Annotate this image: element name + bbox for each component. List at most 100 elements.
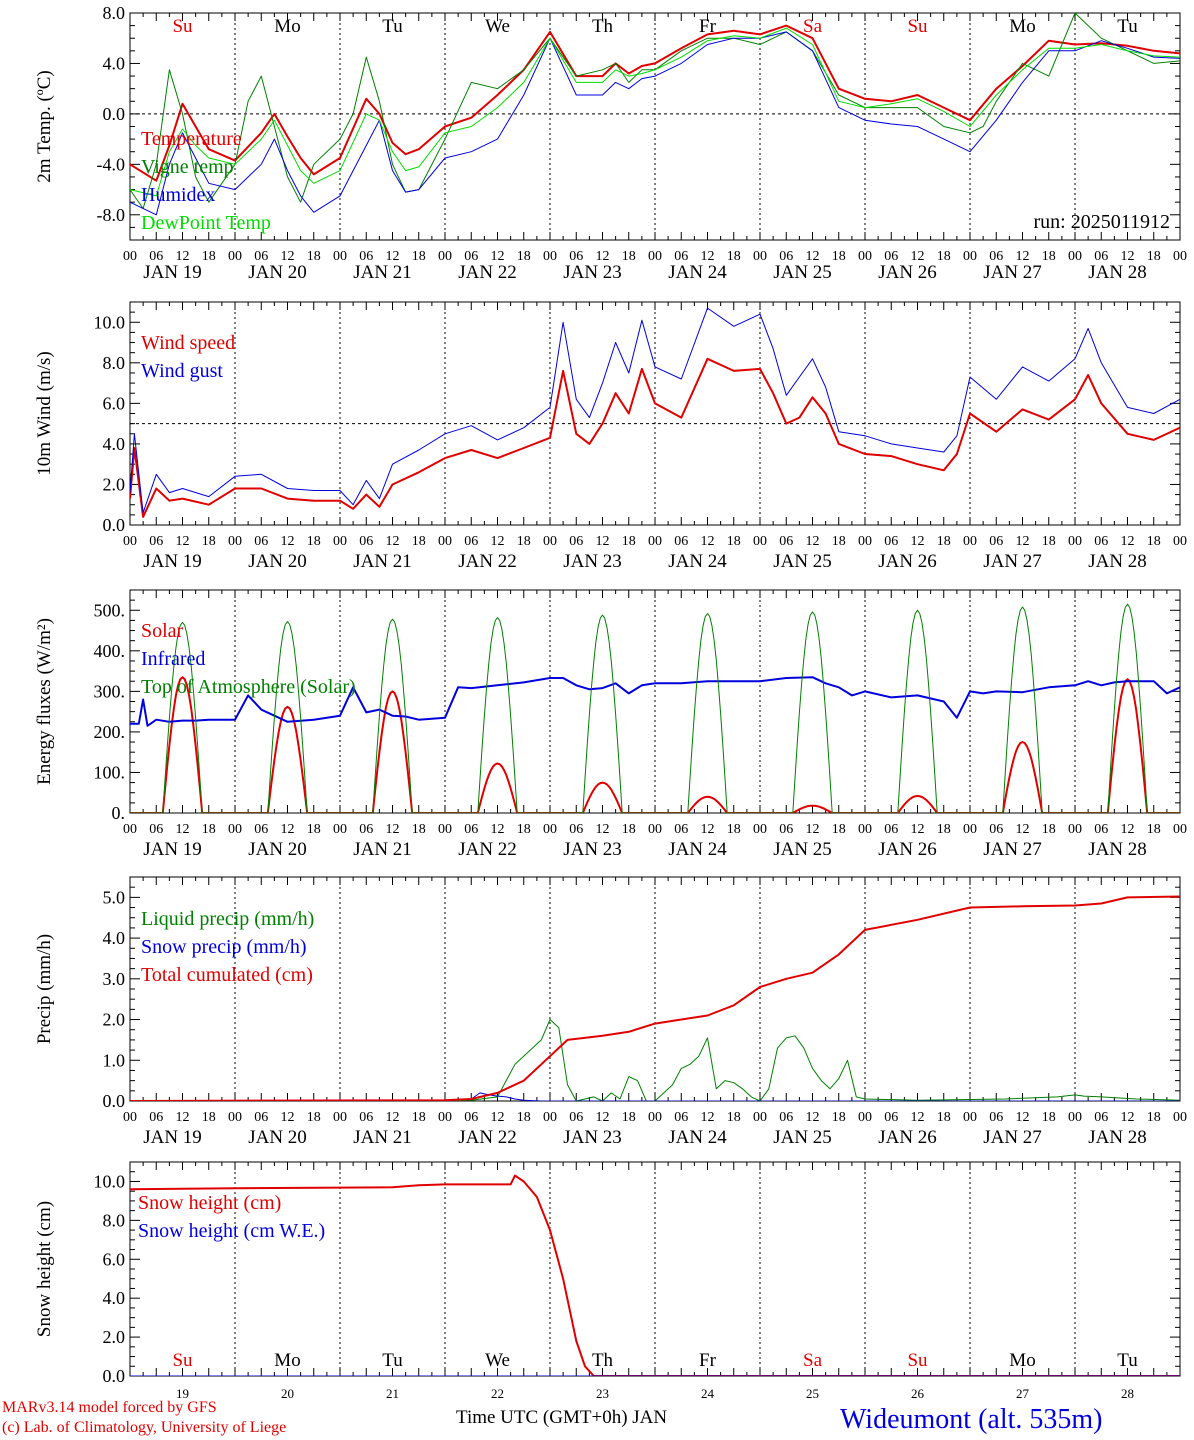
- hour-tick-label: 12: [491, 1110, 505, 1125]
- series-line-infrared: [130, 676, 1180, 727]
- hour-tick-label: 00: [963, 249, 977, 264]
- weekday-label: Sa: [803, 16, 823, 37]
- y-tick-label: 0.0: [103, 515, 126, 535]
- weekday-label: Su: [172, 16, 193, 37]
- hour-tick-label: 12: [806, 822, 820, 837]
- hour-tick-label: 06: [254, 534, 268, 549]
- hour-tick-label: 06: [779, 534, 793, 549]
- hour-tick-label: 18: [1042, 822, 1056, 837]
- series-line-snow-height-cm-: [130, 1174, 1180, 1376]
- hour-tick-label: 12: [596, 249, 610, 264]
- hour-tick-label: 00: [438, 822, 452, 837]
- hour-tick-label: 00: [123, 822, 137, 837]
- hour-tick-label: 00: [123, 534, 137, 549]
- hour-tick-label: 00: [753, 1110, 767, 1125]
- day-label: JAN 28: [1088, 1127, 1147, 1148]
- legend-entry: Wind gust: [141, 360, 223, 382]
- hour-tick-label: 18: [307, 1110, 321, 1125]
- hour-tick-label: 06: [674, 1110, 688, 1125]
- hour-tick-label: 00: [228, 1110, 242, 1125]
- hour-tick-label: 00: [858, 534, 872, 549]
- legend-entry: Infrared: [141, 648, 205, 670]
- hour-tick-label: 00: [1068, 534, 1082, 549]
- y-tick-label: 1.0: [103, 1050, 126, 1070]
- hour-tick-label: 06: [674, 822, 688, 837]
- hour-tick-label: 18: [517, 1110, 531, 1125]
- plot-frame: [129, 12, 1181, 241]
- hour-tick-label: 00: [648, 249, 662, 264]
- hour-tick-label: 12: [911, 249, 925, 264]
- hour-tick-label: 00: [438, 1110, 452, 1125]
- hour-tick-label: 06: [779, 822, 793, 837]
- hour-tick-label: 12: [491, 822, 505, 837]
- legend-entry: Solar: [141, 620, 184, 642]
- x-axis-title: Time UTC (GMT+0h) JAN: [456, 1407, 668, 1428]
- hour-tick-label: 18: [622, 534, 636, 549]
- hour-tick-label: 00: [1068, 822, 1082, 837]
- hour-tick-label: 12: [281, 1110, 295, 1125]
- hour-tick-label: 00: [858, 822, 872, 837]
- station-title: Wideumont (alt. 535m): [840, 1404, 1103, 1435]
- y-tick-label: 200.: [94, 722, 126, 742]
- weekday-label: Th: [592, 1350, 614, 1371]
- series-line-humidex: [130, 31, 1180, 216]
- y-tick-label: 10.0: [94, 1171, 126, 1191]
- hour-tick-label: 00: [333, 534, 347, 549]
- hour-tick-label: 12: [281, 534, 295, 549]
- weekday-label: Su: [907, 1350, 928, 1371]
- hour-tick-label: 18: [937, 534, 951, 549]
- y-tick-label: 300.: [94, 681, 126, 701]
- hour-tick-label: 06: [1094, 534, 1108, 549]
- hour-tick-label: 06: [149, 1110, 163, 1125]
- hour-tick-label: 00: [1173, 1110, 1187, 1125]
- hour-tick-label: 06: [464, 249, 478, 264]
- day-label: JAN 25: [773, 1127, 832, 1148]
- day-label: JAN 26: [878, 839, 937, 860]
- hour-tick-label: 06: [569, 1110, 583, 1125]
- hour-tick-label: 18: [622, 1110, 636, 1125]
- hour-tick-label: 12: [386, 1110, 400, 1125]
- hour-tick-label: 06: [674, 534, 688, 549]
- hour-tick-label: 18: [307, 534, 321, 549]
- hour-tick-label: 06: [569, 249, 583, 264]
- day-label: JAN 28: [1088, 262, 1147, 283]
- weekday-label: We: [485, 16, 510, 37]
- hour-tick-label: 18: [307, 249, 321, 264]
- hour-tick-label: 12: [596, 534, 610, 549]
- hour-tick-label: 06: [1094, 249, 1108, 264]
- hour-tick-label: 00: [123, 1110, 137, 1125]
- day-number-label: 19: [176, 1386, 189, 1401]
- day-label: JAN 23: [563, 1127, 622, 1148]
- y-tick-label: 400.: [94, 641, 126, 661]
- hour-tick-label: 06: [779, 249, 793, 264]
- hour-tick-label: 18: [412, 1110, 426, 1125]
- hour-tick-label: 18: [1042, 249, 1056, 264]
- hour-tick-label: 18: [832, 1110, 846, 1125]
- hour-tick-label: 12: [1121, 822, 1135, 837]
- legend-entry: Temperature: [141, 128, 242, 150]
- hour-tick-label: 06: [1094, 1110, 1108, 1125]
- legend-entry: Wind speed: [141, 332, 235, 354]
- y-tick-label: 2.0: [103, 1010, 126, 1030]
- hour-tick-label: 18: [202, 249, 216, 264]
- y-tick-label: 4.0: [103, 928, 126, 948]
- hour-tick-label: 00: [963, 534, 977, 549]
- y-tick-label: -4.0: [97, 154, 126, 174]
- day-label: JAN 21: [353, 551, 412, 572]
- hour-tick-label: 00: [1068, 1110, 1082, 1125]
- legend-entry: DewPoint Temp: [141, 212, 271, 234]
- hour-tick-label: 06: [884, 1110, 898, 1125]
- hour-tick-label: 06: [884, 534, 898, 549]
- weekday-label: Tu: [1117, 16, 1138, 37]
- hour-tick-label: 00: [543, 534, 557, 549]
- hour-tick-label: 18: [727, 534, 741, 549]
- weekday-label: Tu: [1117, 1350, 1138, 1371]
- weekday-label: Tu: [382, 16, 403, 37]
- hour-tick-label: 12: [1121, 1110, 1135, 1125]
- hour-tick-label: 00: [123, 249, 137, 264]
- y-tick-label: 2.0: [103, 474, 126, 494]
- y-tick-label: 4.0: [103, 1288, 126, 1308]
- weekday-label: Mo: [274, 1350, 300, 1371]
- hour-tick-label: 00: [648, 822, 662, 837]
- hour-tick-label: 18: [202, 822, 216, 837]
